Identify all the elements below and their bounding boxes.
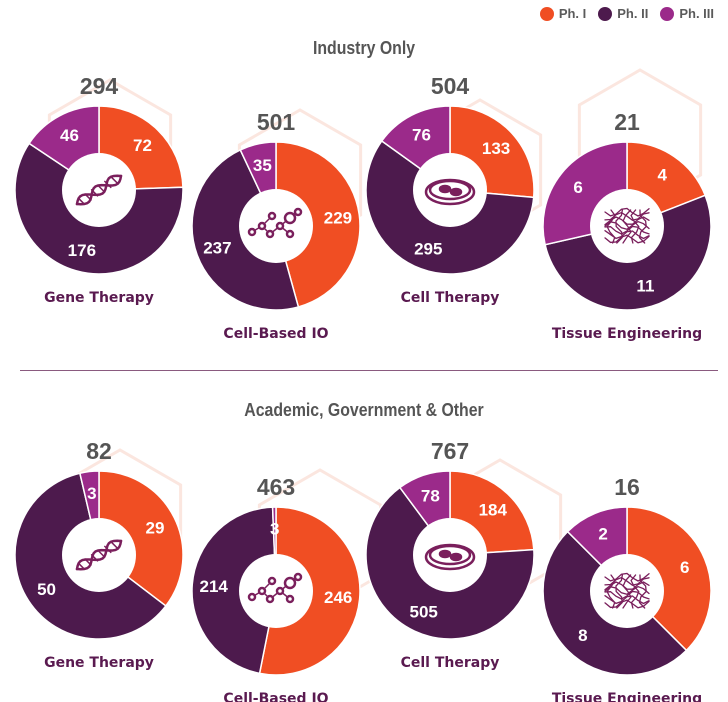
slice-value-label: 76 bbox=[412, 125, 431, 144]
donut-cell-therapy: 184 505 78 767 Cell Therapy bbox=[365, 438, 535, 671]
section-title-academic: Academic, Government & Other bbox=[244, 400, 484, 420]
donut-cell-based-io: 246 214 3 463 Cell-Based IO bbox=[191, 474, 361, 702]
donut-total: 294 bbox=[80, 73, 119, 99]
donut-total: 504 bbox=[431, 73, 470, 99]
slice-value-label: 4 bbox=[657, 165, 667, 184]
donut-slice-phi bbox=[626, 506, 712, 652]
legend-swatch bbox=[660, 6, 675, 21]
donut-slice-phi bbox=[98, 470, 184, 607]
slice-value-label: 505 bbox=[410, 603, 438, 622]
donut-hole bbox=[62, 153, 136, 227]
slice-value-label: 214 bbox=[200, 577, 229, 596]
legend-swatch bbox=[539, 6, 554, 21]
slice-value-label: 6 bbox=[573, 178, 582, 197]
donut-gene-therapy: 72 176 46 294 Gene Therapy bbox=[14, 73, 184, 306]
donut-category-label: Cell-Based IO bbox=[223, 326, 328, 342]
legend-label: Ph. III bbox=[679, 6, 714, 21]
slice-value-label: 46 bbox=[60, 126, 79, 145]
legend-item-ph1: Ph. I bbox=[539, 6, 587, 21]
donut-category-label: Cell Therapy bbox=[401, 290, 500, 306]
legend: Ph. I Ph. II Ph. III bbox=[539, 6, 714, 21]
slice-value-label: 6 bbox=[680, 558, 689, 577]
petri-dish-icon bbox=[424, 543, 476, 571]
donut-category-label: Gene Therapy bbox=[44, 290, 154, 306]
legend-item-ph2: Ph. II bbox=[598, 6, 648, 21]
donut-category-label: Cell Therapy bbox=[401, 655, 500, 671]
donut-total: 21 bbox=[614, 109, 640, 135]
slice-value-label: 35 bbox=[253, 156, 272, 175]
donut-total: 16 bbox=[614, 474, 640, 500]
donut-gene-therapy: 29 50 3 82 Gene Therapy bbox=[14, 438, 184, 671]
donut-tissue-engineering: 4 11 6 21 Tissue Engineering bbox=[542, 109, 712, 342]
slice-value-label: 229 bbox=[324, 209, 352, 228]
slice-value-label: 2 bbox=[598, 524, 607, 543]
section-title-industry: Industry Only bbox=[312, 38, 416, 58]
slice-value-label: 78 bbox=[421, 487, 440, 506]
slice-value-label: 295 bbox=[414, 240, 442, 259]
petri-dish-icon bbox=[424, 178, 476, 206]
legend-label: Ph. II bbox=[617, 6, 649, 21]
legend-item-ph3: Ph. III bbox=[660, 6, 714, 21]
donut-total: 767 bbox=[431, 438, 469, 464]
donut-category-label: Cell-Based IO bbox=[223, 691, 328, 702]
molecule-icon bbox=[247, 572, 303, 604]
slice-value-label: 11 bbox=[636, 277, 654, 296]
slice-value-label: 3 bbox=[87, 484, 96, 503]
slice-value-label: 72 bbox=[133, 136, 152, 155]
slice-value-label: 237 bbox=[203, 239, 231, 258]
legend-swatch bbox=[598, 6, 613, 21]
slice-value-label: 8 bbox=[578, 626, 587, 645]
slice-value-label: 184 bbox=[479, 500, 508, 519]
donut-category-label: Tissue Engineering bbox=[552, 326, 702, 342]
section-divider bbox=[20, 370, 718, 371]
donut-category-label: Gene Therapy bbox=[44, 655, 154, 671]
donut-tissue-engineering: 6 8 2 16 Tissue Engineering bbox=[542, 474, 712, 702]
donut-total: 501 bbox=[257, 109, 296, 135]
donut-hole bbox=[62, 518, 136, 592]
slice-value-label: 246 bbox=[324, 588, 352, 607]
dna-icon bbox=[75, 174, 123, 206]
molecule-icon bbox=[247, 207, 303, 239]
donut-cell-based-io: 229 237 35 501 Cell-Based IO bbox=[191, 109, 361, 342]
slice-value-label: 29 bbox=[146, 518, 165, 537]
slice-value-label: 176 bbox=[68, 241, 96, 260]
slice-value-label: 133 bbox=[482, 139, 510, 158]
legend-label: Ph. I bbox=[558, 6, 587, 21]
donut-category-label: Tissue Engineering bbox=[552, 691, 702, 702]
donut-slice-phi bbox=[275, 141, 361, 308]
fibers-icon bbox=[604, 207, 650, 244]
fibers-icon bbox=[604, 572, 650, 609]
slice-value-label: 3 bbox=[270, 520, 279, 539]
donut-total: 463 bbox=[257, 474, 295, 500]
slice-value-label: 50 bbox=[37, 580, 56, 599]
dna-icon bbox=[75, 539, 123, 571]
donut-slice-phii bbox=[191, 506, 277, 675]
donut-total: 82 bbox=[86, 438, 112, 464]
donut-cell-therapy: 133 295 76 504 Cell Therapy bbox=[365, 73, 535, 306]
